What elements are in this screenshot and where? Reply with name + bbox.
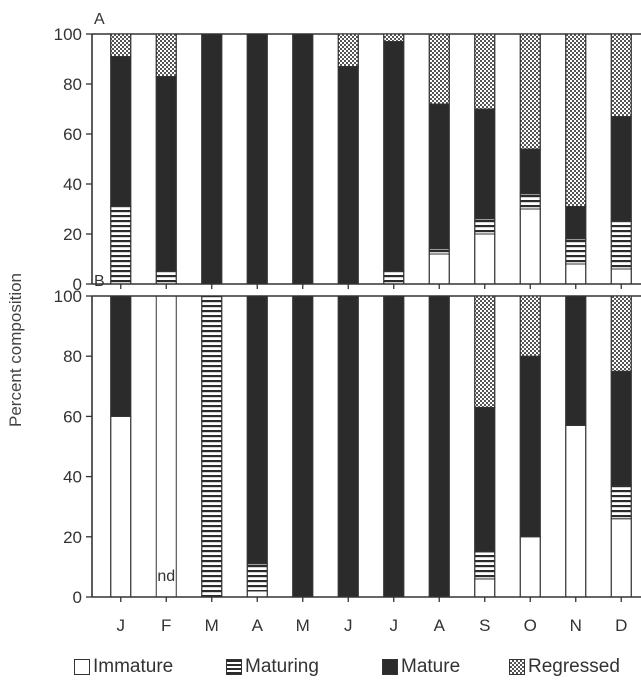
y-tick-label: 0 <box>73 275 82 294</box>
bar-B-d-12-mature <box>610 370 632 487</box>
bar-A-a-8-mature <box>428 103 450 250</box>
y-tick-label: 60 <box>63 125 82 144</box>
legend-item-mature: Mature <box>382 656 460 678</box>
y-axis-label: Percent composition <box>6 272 25 428</box>
bar-A-j-7-maturing <box>383 271 405 285</box>
legend-label-maturing: Maturing <box>245 656 319 677</box>
bar-B-a-4-maturing <box>246 563 268 592</box>
bar-A-n-11-immature <box>565 263 587 285</box>
bar-B-a-4-immature <box>246 590 268 598</box>
x-tick-label: M <box>296 616 310 635</box>
bar-A-a-8-maturing <box>428 248 450 255</box>
bar-A-f-2-regressed <box>155 33 177 77</box>
y-tick-label: 100 <box>54 287 82 306</box>
y-tick-label: 60 <box>63 407 82 426</box>
legend-swatch-regressed <box>509 659 525 675</box>
bar-A-j-1-maturing <box>110 206 132 285</box>
bar-A-n-11-maturing <box>565 238 587 265</box>
bar-B-m-3-maturing <box>201 295 223 598</box>
y-tick-label: 40 <box>63 175 82 194</box>
bar-A-d-12-mature <box>610 116 632 222</box>
x-tick-label: N <box>570 616 582 635</box>
bar-B-d-12-regressed <box>610 295 632 372</box>
bar-B-j-1-mature <box>110 295 132 417</box>
y-tick-label: 0 <box>73 588 82 607</box>
bar-B-a-8-mature <box>428 295 450 598</box>
x-tick-label: J <box>117 616 126 635</box>
panel-label-b: B <box>94 273 105 290</box>
legend-item-regressed: Regressed <box>509 656 620 678</box>
legend-item-maturing: Maturing <box>226 656 319 678</box>
bar-A-d-12-immature <box>610 268 632 285</box>
bar-B-j-7-mature <box>383 295 405 598</box>
legend-label-immature: Immature <box>93 656 174 677</box>
bar-A-j-6-mature <box>337 66 359 285</box>
bar-B-s-9-immature <box>474 578 496 598</box>
bar-A-s-9-mature <box>474 108 496 220</box>
bar-A-o-10-maturing <box>519 193 541 210</box>
bar-A-o-10-regressed <box>519 33 541 150</box>
bar-A-s-9-regressed <box>474 33 496 110</box>
legend-label-regressed: Regressed <box>528 656 620 677</box>
bar-B-d-12-maturing <box>610 485 632 520</box>
bar-B-s-9-maturing <box>474 551 496 580</box>
bar-B-d-12-immature <box>610 518 632 598</box>
x-tick-label: S <box>479 616 490 635</box>
x-tick-label: J <box>344 616 353 635</box>
bar-B-j-1-immature <box>110 415 132 598</box>
y-tick-label: 20 <box>63 225 82 244</box>
bar-B-j-6-mature <box>337 295 359 598</box>
y-tick-label: 100 <box>54 25 82 44</box>
bar-B-s-9-regressed <box>474 295 496 408</box>
bar-A-a-8-immature <box>428 253 450 285</box>
bar-A-a-4-mature <box>246 33 268 285</box>
legend: Immature Maturing Mature Regressed <box>0 652 641 682</box>
bar-A-f-2-mature <box>155 76 177 272</box>
annotation-nd: nd <box>157 568 175 585</box>
x-tick-label: A <box>434 616 446 635</box>
bar-A-m-3-mature <box>201 33 223 285</box>
y-tick-label: 80 <box>63 347 82 366</box>
bar-A-s-9-maturing <box>474 218 496 235</box>
bar-B-n-11-immature <box>565 424 587 598</box>
bar-B-s-9-mature <box>474 406 496 553</box>
y-tick-label: 40 <box>63 468 82 487</box>
legend-swatch-mature <box>382 659 398 675</box>
y-tick-label: 20 <box>63 528 82 547</box>
x-tick-label: D <box>615 616 627 635</box>
panel-label-a: A <box>94 11 105 28</box>
bar-B-o-10-mature <box>519 355 541 538</box>
x-tick-label: J <box>390 616 399 635</box>
bar-A-j-6-regressed <box>337 33 359 67</box>
bar-A-n-11-regressed <box>565 33 587 207</box>
legend-swatch-maturing <box>226 659 242 675</box>
legend-swatch-immature <box>74 659 90 675</box>
bar-A-j-7-mature <box>383 41 405 272</box>
bar-A-j-1-regressed <box>110 33 132 57</box>
bar-B-n-11-mature <box>565 295 587 426</box>
bar-A-n-11-mature <box>565 206 587 240</box>
bar-B-o-10-regressed <box>519 295 541 357</box>
bar-A-o-10-immature <box>519 208 541 285</box>
bar-A-s-9-immature <box>474 233 496 285</box>
bar-A-d-12-regressed <box>610 33 632 117</box>
bar-A-f-2-maturing <box>155 271 177 285</box>
bar-A-m-5-mature <box>292 33 314 285</box>
bar-A-j-1-mature <box>110 56 132 207</box>
x-tick-label: F <box>161 616 171 635</box>
bar-A-d-12-maturing <box>610 221 632 270</box>
x-tick-label: M <box>205 616 219 635</box>
bar-B-a-4-mature <box>246 295 268 565</box>
legend-label-mature: Mature <box>401 656 461 677</box>
legend-item-immature: Immature <box>74 656 173 678</box>
bar-A-a-8-regressed <box>428 33 450 105</box>
bar-A-j-7-regressed <box>383 33 405 42</box>
bar-B-m-5-mature <box>292 295 314 598</box>
x-tick-label: A <box>252 616 264 635</box>
bar-B-o-10-immature <box>519 536 541 598</box>
y-tick-label: 80 <box>63 75 82 94</box>
x-tick-label: O <box>524 616 537 635</box>
bar-A-o-10-mature <box>519 148 541 195</box>
